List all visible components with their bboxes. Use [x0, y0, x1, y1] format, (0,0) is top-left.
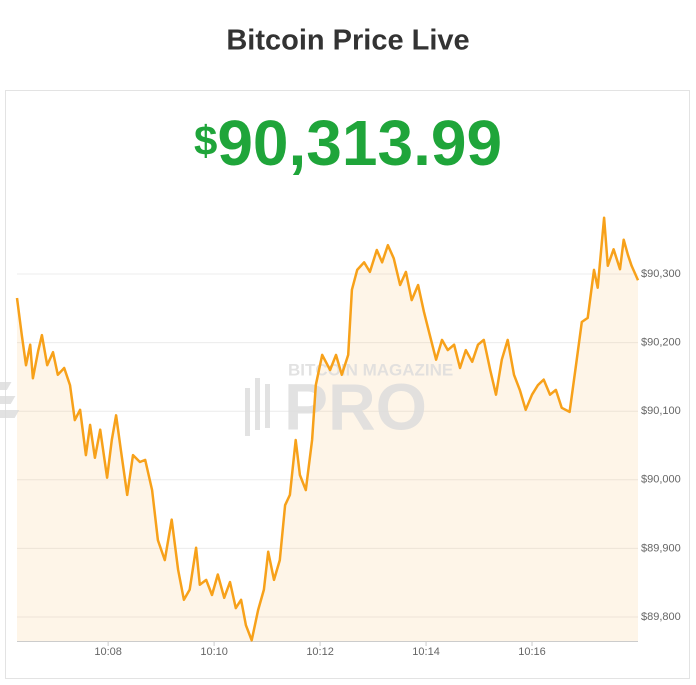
- y-tick-label: $90,100: [641, 405, 681, 417]
- y-tick-label: $90,300: [641, 268, 681, 280]
- y-tick-label: $89,800: [641, 611, 681, 623]
- logo-bar: [0, 410, 20, 418]
- x-tick-label: 10:12: [306, 646, 334, 658]
- logo-candle: [255, 378, 260, 430]
- title: Bitcoin Price Live: [226, 25, 469, 57]
- x-tick-label: 10:10: [200, 646, 228, 658]
- x-tick-label: 10:14: [412, 646, 440, 658]
- logo-candle: [265, 384, 270, 428]
- price-symbol: $: [194, 117, 217, 164]
- x-tick-label: 10:08: [94, 646, 122, 658]
- area-fill: [17, 217, 638, 641]
- card: [5, 90, 690, 679]
- y-tick-label: $89,900: [641, 542, 681, 554]
- watermark-top: BITCOIN MAGAZINE: [288, 360, 453, 379]
- price: $90,313.99: [194, 107, 502, 179]
- x-tick-label: 10:16: [518, 646, 546, 658]
- price-line: [15, 216, 640, 642]
- y-tick-label: $90,200: [641, 337, 681, 349]
- watermark: BITCOIN MAGAZINE PRO: [0, 360, 453, 443]
- logo-bar: [0, 396, 16, 404]
- logo-candle: [245, 388, 250, 436]
- price-value: 90,313.99: [217, 107, 502, 179]
- y-tick-label: $90,000: [641, 474, 681, 486]
- logo-bar: [0, 382, 12, 390]
- watermark-pro: PRO: [284, 369, 427, 443]
